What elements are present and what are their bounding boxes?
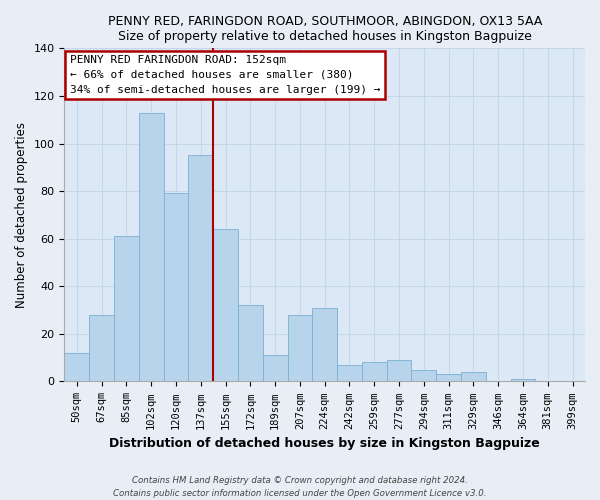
Bar <box>263 356 287 382</box>
Bar <box>164 194 188 382</box>
Bar <box>337 365 362 382</box>
Bar <box>362 362 386 382</box>
Bar <box>287 315 313 382</box>
Bar <box>64 353 89 382</box>
Bar <box>188 156 213 382</box>
Text: Contains HM Land Registry data © Crown copyright and database right 2024.
Contai: Contains HM Land Registry data © Crown c… <box>113 476 487 498</box>
Bar <box>461 372 486 382</box>
Bar <box>213 229 238 382</box>
Bar <box>238 306 263 382</box>
Bar <box>511 379 535 382</box>
Bar <box>139 112 164 382</box>
Text: PENNY RED FARINGDON ROAD: 152sqm
← 66% of detached houses are smaller (380)
34% : PENNY RED FARINGDON ROAD: 152sqm ← 66% o… <box>70 55 380 94</box>
Title: PENNY RED, FARINGDON ROAD, SOUTHMOOR, ABINGDON, OX13 5AA
Size of property relati: PENNY RED, FARINGDON ROAD, SOUTHMOOR, AB… <box>107 15 542 43</box>
Bar <box>114 236 139 382</box>
Bar <box>313 308 337 382</box>
Bar <box>412 370 436 382</box>
Bar <box>436 374 461 382</box>
X-axis label: Distribution of detached houses by size in Kingston Bagpuize: Distribution of detached houses by size … <box>109 437 540 450</box>
Bar <box>89 315 114 382</box>
Bar <box>386 360 412 382</box>
Y-axis label: Number of detached properties: Number of detached properties <box>15 122 28 308</box>
